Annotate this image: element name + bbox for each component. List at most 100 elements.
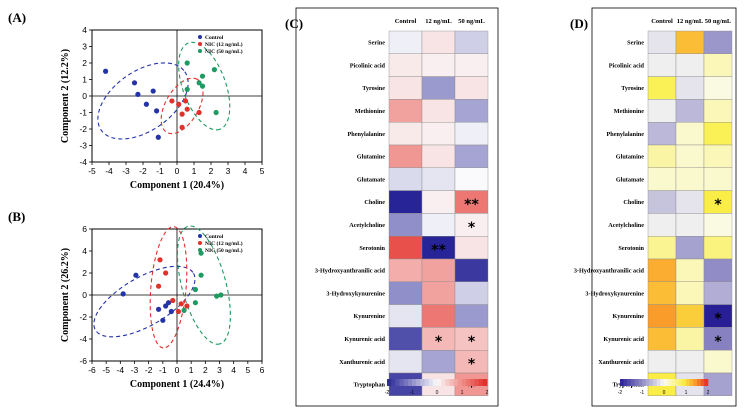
colorbar-tick-label: 0 <box>663 390 666 396</box>
significance-marker: * <box>468 379 476 395</box>
row-label: Glutamate <box>357 176 385 183</box>
x-tick-label: 0 <box>175 166 180 176</box>
column-label: 50 ng/mL <box>458 18 485 25</box>
heatmap-cell <box>421 258 456 282</box>
pca-panel-a: (A)-5 -4 -3 -2 -1 0 1 2 3 4 5-4-3-2-101234Componen… <box>8 10 265 191</box>
heatmap-cell <box>675 99 705 123</box>
row-label: Phenylalanine <box>607 131 645 138</box>
colorbar-segment <box>420 379 425 386</box>
colorbar-segment <box>441 379 446 386</box>
x-tick-label: -3 <box>131 365 139 375</box>
data-point <box>160 317 166 323</box>
column-label: 12 ng/mL <box>425 18 452 25</box>
heatmap-cell <box>703 53 733 77</box>
legend-entry: NIC (50 ng/mL) <box>205 48 243 55</box>
heatmap-cell <box>675 190 705 214</box>
x-tick-label: -6 <box>88 365 96 375</box>
heatmap-cell <box>421 213 456 237</box>
row-label: Tryptophan <box>353 382 385 389</box>
heatmap-cell <box>454 99 489 123</box>
heatmap-cell <box>388 327 423 351</box>
heatmap-cell <box>675 304 705 328</box>
heatmap-cell <box>703 235 733 260</box>
row-label: Kynurenic acid <box>344 336 385 343</box>
row-label: Picolinic acid <box>350 62 386 69</box>
heatmap-cell <box>675 144 705 168</box>
data-point <box>178 301 184 307</box>
heatmap-cell <box>675 213 705 237</box>
data-point <box>155 134 161 140</box>
data-point <box>214 293 220 299</box>
data-point <box>179 111 185 117</box>
data-point <box>175 308 182 315</box>
significance-marker: * <box>714 197 722 213</box>
data-point <box>133 272 139 278</box>
heatmap-cell <box>675 53 705 77</box>
heatmap-cell <box>647 53 677 77</box>
legend-marker <box>198 35 202 39</box>
colorbar-tick-label: 2 <box>707 390 710 396</box>
y-axis-title: Component 2 (12.2%) <box>60 49 71 143</box>
colorbar-segment <box>623 379 628 386</box>
y-tick-label: 2 <box>82 268 87 278</box>
row-label: Serine <box>368 40 385 47</box>
x-axis-title: Component 1 (24.4%) <box>130 379 224 390</box>
data-point <box>192 300 199 306</box>
significance-marker: * <box>468 220 476 236</box>
colorbar-segment <box>407 379 413 386</box>
heatmap-cell <box>703 167 733 191</box>
heatmap-cell <box>647 190 677 214</box>
heatmap-cell <box>703 76 733 100</box>
x-tick-label: 0 <box>175 365 180 375</box>
heatmap-cell <box>703 144 733 168</box>
colorbar-segment <box>482 379 488 386</box>
significance-marker: * <box>435 334 443 350</box>
data-point <box>131 80 138 86</box>
colorbar-segment <box>470 379 475 386</box>
y-tick-label: 4 <box>82 246 87 256</box>
significance-marker: * <box>714 311 722 327</box>
row-label: Acetylcholine <box>349 222 385 229</box>
confidence-ellipse <box>176 225 231 345</box>
heatmap-cell <box>388 281 423 305</box>
legend-entry: NIC (50 ng/mL) <box>205 247 243 254</box>
heatmap-cell <box>647 304 677 328</box>
panel-label: (B) <box>8 209 25 224</box>
y-tick-label: 0 <box>82 290 87 300</box>
colorbar-tick-label: -2 <box>385 390 390 396</box>
row-label: Tyrosine <box>621 85 644 92</box>
colorbar-tick-label: -2 <box>618 390 623 396</box>
data-point <box>168 308 174 315</box>
data-point <box>184 60 190 66</box>
heatmap-cell <box>454 53 489 77</box>
heatmap-cell <box>647 99 677 123</box>
data-point <box>169 98 175 104</box>
x-tick-label: 4 <box>243 166 248 176</box>
heatmap-cell <box>388 213 423 237</box>
heatmap-cell <box>454 121 489 146</box>
row-label: Tyrosine <box>362 85 385 92</box>
colorbar-segment <box>403 379 409 386</box>
heatmap-cell <box>703 258 733 282</box>
y-tick-label: -6 <box>79 356 87 366</box>
confidence-ellipse <box>97 62 189 140</box>
row-label: 3-Hydroxyanthranilic acid <box>315 268 386 275</box>
colorbar-segment <box>432 379 438 386</box>
heatmap-cell <box>454 167 489 191</box>
significance-marker: * <box>468 334 476 350</box>
data-point <box>154 108 160 114</box>
heatmap-cell <box>675 281 705 305</box>
colorbar-segment <box>412 379 417 386</box>
row-label: Glutamate <box>616 176 644 183</box>
heatmap-cell <box>388 190 423 214</box>
data-point <box>176 101 182 107</box>
x-tick-label: 1 <box>189 365 194 375</box>
colorbar-segment <box>645 379 650 386</box>
heatmap-cell <box>454 30 489 54</box>
x-tick-label: 3 <box>217 365 222 375</box>
row-label: Xanthurenic acid <box>339 359 385 366</box>
y-tick-label: -2 <box>79 124 87 134</box>
heatmap-cell <box>647 121 677 146</box>
colorbar-segment <box>689 379 694 386</box>
